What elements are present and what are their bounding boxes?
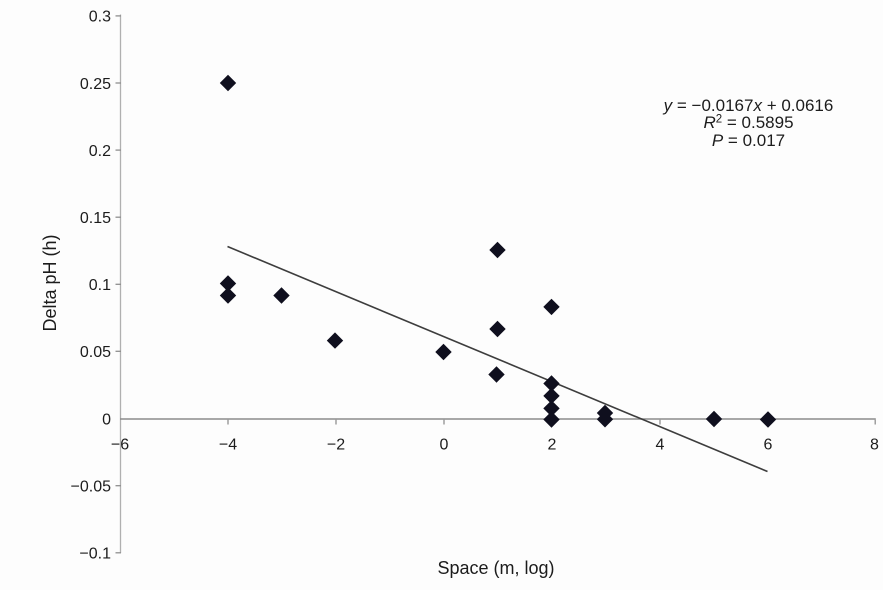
svg-text:R2 = 0.5895: R2 = 0.5895	[703, 113, 793, 132]
svg-text:0.05: 0.05	[80, 344, 111, 361]
svg-text:Delta pH (h): Delta pH (h)	[40, 234, 60, 331]
svg-text:Space (m, log): Space (m, log)	[437, 558, 554, 578]
svg-text:0.1: 0.1	[89, 277, 111, 294]
svg-text:8: 8	[870, 436, 879, 453]
svg-text:−4: −4	[219, 436, 237, 453]
svg-text:2: 2	[548, 436, 557, 453]
svg-text:0.25: 0.25	[80, 76, 111, 93]
svg-text:0.3: 0.3	[89, 9, 111, 26]
svg-text:0: 0	[102, 411, 111, 428]
svg-text:−0.05: −0.05	[71, 479, 112, 496]
svg-text:y = −0.0167x + 0.0616: y = −0.0167x + 0.0616	[663, 96, 834, 115]
svg-text:−2: −2	[327, 436, 345, 453]
svg-text:6: 6	[764, 436, 773, 453]
svg-text:0: 0	[440, 436, 449, 453]
svg-text:−6: −6	[111, 436, 129, 453]
svg-text:0.2: 0.2	[89, 143, 111, 160]
svg-text:4: 4	[656, 436, 665, 453]
svg-text:P = 0.017: P = 0.017	[712, 131, 785, 150]
svg-text:0.15: 0.15	[80, 210, 111, 227]
svg-text:−0.1: −0.1	[79, 546, 111, 563]
